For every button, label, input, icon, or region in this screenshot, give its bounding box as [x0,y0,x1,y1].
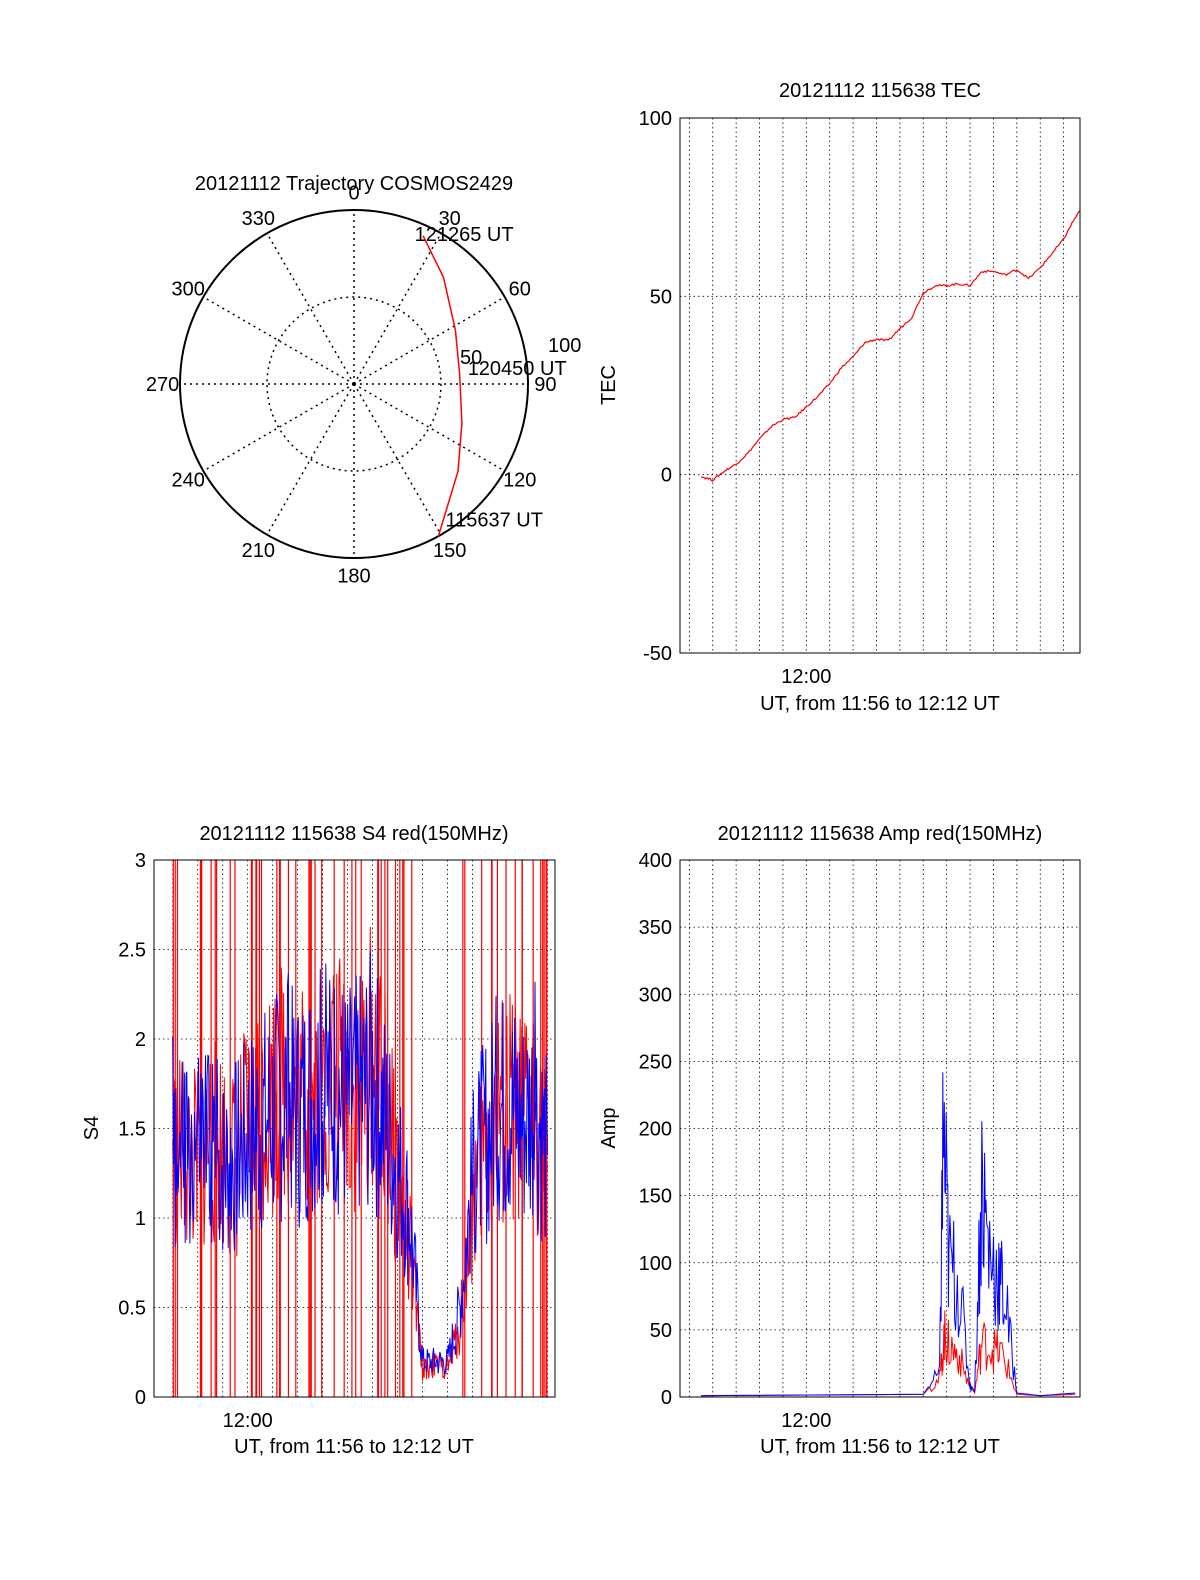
amp-y-tick-label: 50 [650,1320,672,1342]
polar-inner-circle [266,296,442,472]
s4-plot-frame [153,859,556,1398]
tec-series-line [700,210,1081,482]
s4-xlabel: UT, from 11:56 to 12:12 UT [234,1436,474,1458]
amp-x-tick-labels: 12:00 [781,1410,831,1432]
polar-annotation-mid: 120450 UT [468,358,567,380]
polar-angle-label: 90 [534,374,556,396]
amp-y-tick-label: 150 [639,1186,672,1208]
polar-angle-label: 180 [337,565,370,587]
polar-annotation-end: 121265 UT [415,224,514,246]
s4-y-tick-label: 0.5 [118,1298,146,1320]
polar-angle-label: 150 [433,540,466,562]
s4-y-tick-label: 2.5 [118,940,146,962]
polar-angle-label: 300 [172,278,205,300]
polar-spoke [202,383,355,472]
amp-x-tick-label: 12:00 [781,1410,831,1432]
s4-y-tick-label: 1 [135,1208,146,1230]
amp-blue-series-line [701,1072,1076,1397]
tec-chart: 20121112 115638 TEC TEC UT, from 11:56 t… [598,80,1081,715]
s4-x-tick-label: 12:00 [223,1410,273,1432]
tec-title: 20121112 115638 TEC [779,80,981,102]
polar-spoke [353,383,506,472]
tec-y-tick-label: 0 [661,465,672,487]
s4-y-tick-label: 0 [135,1387,146,1409]
s4-y-tick-labels: 0 0.5 1 1.5 2 2.5 3 [118,850,146,1409]
amp-y-tick-label: 100 [639,1253,672,1275]
s4-blue-series-line [172,951,548,1376]
s4-y-tick-label: 1.5 [118,1119,146,1141]
tec-ylabel: TEC [598,365,620,405]
amp-y-tick-label: 0 [661,1387,672,1409]
amp-y-tick-label: 250 [639,1051,672,1073]
polar-angle-label: 210 [242,540,275,562]
tec-plot-frame [679,117,1081,654]
tec-y-tick-label: 100 [639,108,672,130]
tec-y-tick-labels: -50 0 50 100 [639,108,672,665]
polar-angle-label: 60 [509,278,531,300]
polar-angle-labels: 0 30 60 90 120 150 180 210 240 270 300 330 [146,183,557,588]
s4-y-tick-label: 2 [135,1029,146,1051]
polar-spokes [180,210,528,558]
amp-red-series-line [701,1310,1076,1397]
s4-ylabel: S4 [81,1116,103,1140]
amp-ylabel: Amp [598,1107,620,1148]
amp-xlabel: UT, from 11:56 to 12:12 UT [760,1436,1000,1458]
polar-angle-label: 0 [348,183,359,205]
polar-radial-label-100: 100 [548,335,581,357]
tec-grid [680,117,1080,654]
polar-title: 20121112 Trajectory COSMOS2429 [195,173,513,195]
s4-y-tick-label: 3 [135,850,146,872]
amp-title: 20121112 115638 Amp red(150MHz) [718,823,1043,845]
polar-angle-label: 120 [503,470,536,492]
amp-grid [680,859,1080,1398]
amp-y-tick-label: 200 [639,1119,672,1141]
tec-y-tick-label: 50 [650,286,672,308]
polar-angle-label: 30 [439,208,461,230]
polar-spoke [202,296,355,385]
s4-x-tick-labels: 12:00 [223,1410,273,1432]
s4-title: 20121112 115638 S4 red(150MHz) [199,823,508,845]
polar-spoke [353,232,442,385]
polar-trajectory-chart: 20121112 Trajectory COSMOS2429 030609012… [146,173,581,587]
tec-x-tick-label: 12:00 [781,666,831,688]
polar-annotation-start: 115637 UT [446,510,543,532]
polar-spoke [266,383,355,536]
polar-radial-label-50: 50 [460,347,482,369]
amp-y-tick-label: 300 [639,984,672,1006]
tec-x-tick-labels: 12:00 [781,666,831,688]
amp-y-tick-label: 350 [639,917,672,939]
polar-spoke [353,296,506,385]
polar-spoke [353,383,442,536]
tec-y-tick-label: -50 [643,643,672,665]
polar-outer-circle [179,209,529,559]
polar-track-line [422,235,463,537]
amp-y-tick-label: 400 [639,850,672,872]
amp-plot-frame [679,859,1081,1398]
amp-chart: 20121112 115638 Amp red(150MHz) Amp UT, … [598,823,1081,1458]
polar-spoke [266,232,355,385]
tec-xlabel: UT, from 11:56 to 12:12 UT [760,693,1000,715]
s4-chart: 20121112 115638 S4 red(150MHz) S4 UT, fr… [81,823,556,1458]
polar-angle-label: 270 [146,374,179,396]
amp-y-tick-labels: 0 50 100 150 200 250 300 350 400 [639,850,672,1409]
polar-angle-label: 240 [172,470,205,492]
polar-angle-label: 330 [242,208,275,230]
